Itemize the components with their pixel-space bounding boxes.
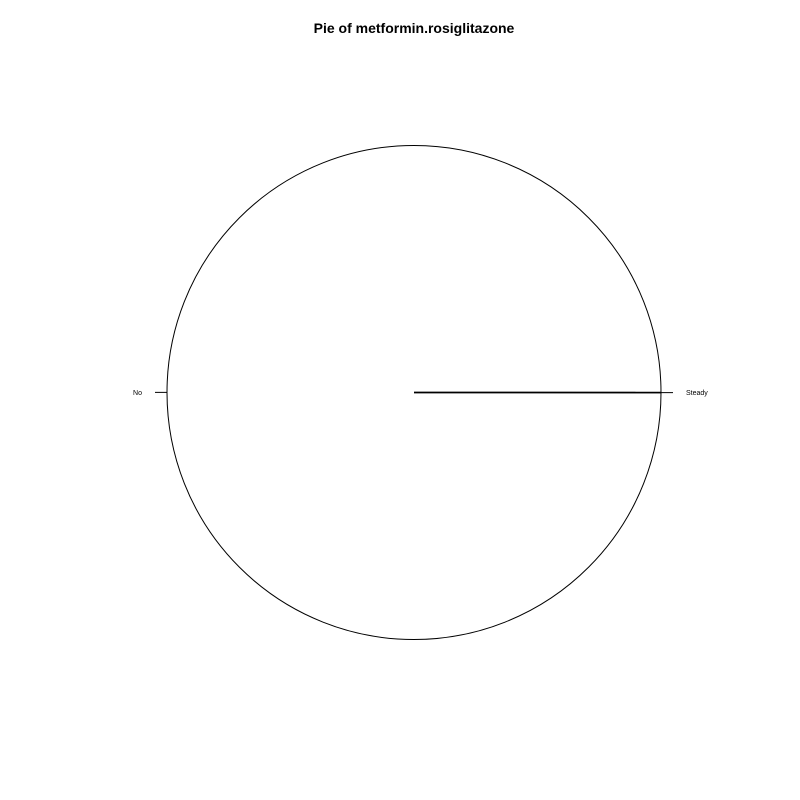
pie-labels: No Steady bbox=[133, 390, 708, 397]
pie-slices bbox=[166, 145, 662, 640]
chart-title: Pie of metformin.rosiglitazone bbox=[313, 20, 515, 36]
slice-label-no: No bbox=[133, 390, 142, 397]
slice-label-steady: Steady bbox=[686, 390, 708, 397]
